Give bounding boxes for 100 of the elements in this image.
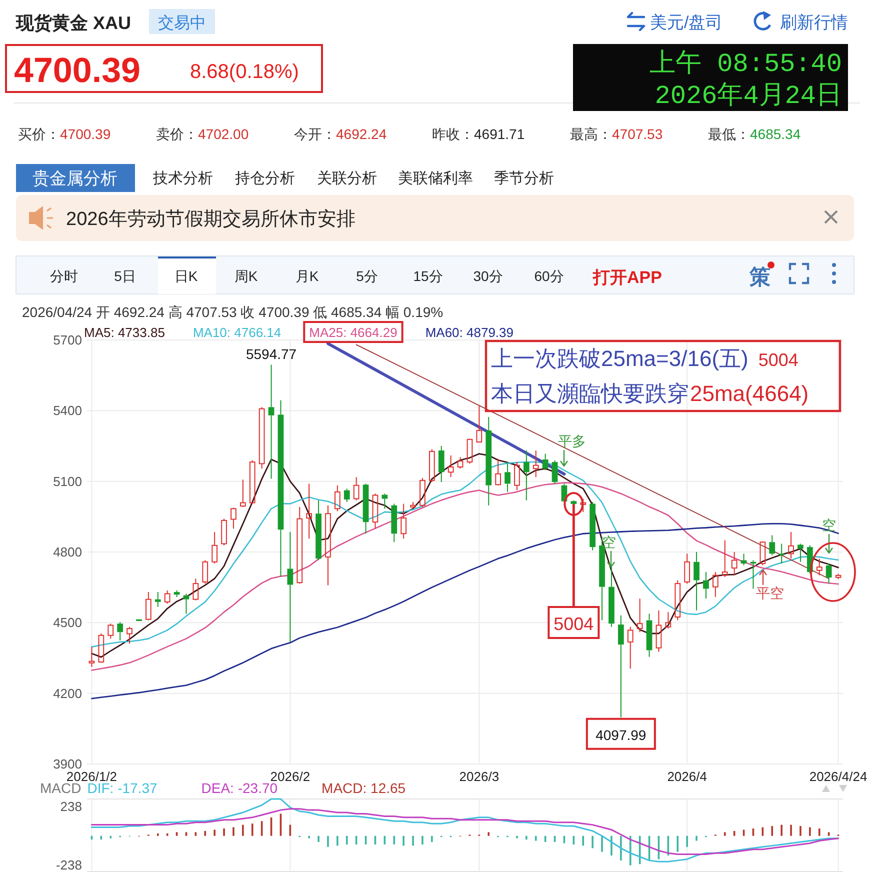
chart-subtitle: 2026/04/24 开 4692.24 高 4707.53 收 4700.39 低 4685.34 幅 0.19% xyxy=(22,304,444,320)
candlestick xyxy=(126,626,132,644)
candlestick xyxy=(703,572,709,600)
x-tick-label: 2026/3 xyxy=(459,769,500,784)
candlestick xyxy=(580,498,586,512)
candlestick xyxy=(769,534,776,556)
annotation: 上一次跌破25ma=3/16(五) xyxy=(491,346,748,371)
annotation: 5594.77 xyxy=(246,346,297,362)
y-tick-label: 4500 xyxy=(53,615,82,630)
y-tick-label: 5400 xyxy=(53,403,82,418)
candlestick xyxy=(183,593,190,614)
candlestick xyxy=(514,462,520,491)
candlestick xyxy=(665,612,672,630)
candlestick xyxy=(287,531,294,642)
text: 季节分析 xyxy=(494,170,554,187)
text: 今开：4692.24 xyxy=(294,126,387,142)
candlestick xyxy=(145,592,152,621)
candlestick xyxy=(722,540,728,578)
text: 周K xyxy=(234,268,258,284)
text: 贵金属分析 xyxy=(32,169,118,188)
candlestick xyxy=(486,416,492,506)
y-tick-label: 4800 xyxy=(53,544,82,560)
text: 打开APP xyxy=(592,268,662,287)
text: 昨收：4691.71 xyxy=(432,126,525,142)
candlestick xyxy=(448,454,454,478)
candlestick xyxy=(362,483,369,534)
text: 卖价：4702.00 xyxy=(156,126,249,142)
annotation: 平多 xyxy=(558,433,586,449)
line-series xyxy=(91,482,839,671)
y-tick-label: 238 xyxy=(60,799,82,814)
annotation: 本日又瀕臨快要跌穿 xyxy=(491,381,689,406)
text: MA5: 4733.85 xyxy=(84,325,165,340)
candlestick xyxy=(627,626,634,670)
candlestick xyxy=(570,501,577,506)
text: 2026年4月24日 xyxy=(654,81,842,111)
candlestick xyxy=(316,500,322,561)
candlestick xyxy=(495,458,502,486)
candlestick xyxy=(174,590,180,598)
candlestick xyxy=(816,558,822,576)
text: MA10: 4766.14 xyxy=(192,325,282,340)
text: 4700.39 xyxy=(14,51,141,90)
text: 30分 xyxy=(473,268,503,284)
text: 刷新行情 xyxy=(780,13,848,32)
text: 持仓分析 xyxy=(235,170,295,187)
annotation: 4097.99 xyxy=(596,726,646,743)
text: 美联储利率 xyxy=(398,170,473,187)
candlestick xyxy=(88,646,95,668)
text: MA25: 4664.29 xyxy=(309,325,398,340)
text: MA60: 4879.39 xyxy=(425,325,514,340)
candlestick xyxy=(684,553,690,584)
candlestick xyxy=(296,506,303,584)
text: 日K xyxy=(174,268,198,284)
candlestick xyxy=(712,572,718,598)
annotation: 空 xyxy=(822,517,836,533)
candlestick xyxy=(798,543,804,562)
line-series xyxy=(90,798,840,862)
candlestick xyxy=(532,450,539,478)
candlestick xyxy=(278,400,284,578)
annotation: 25ma(4664) xyxy=(690,381,809,406)
candlestick xyxy=(731,552,738,576)
candlestick xyxy=(740,553,747,566)
candlestick xyxy=(391,503,398,543)
candlestick xyxy=(552,460,558,484)
y-tick-label: 5700 xyxy=(53,332,82,348)
candlestick xyxy=(476,404,482,442)
candlestick xyxy=(438,446,444,483)
text: 策 xyxy=(748,266,770,289)
text: 月K xyxy=(295,268,320,284)
candlestick xyxy=(636,598,643,633)
text: 分时 xyxy=(50,268,78,284)
candlestick xyxy=(694,552,700,611)
text: 最高：4707.53 xyxy=(570,126,663,142)
candlestick xyxy=(542,453,548,471)
y-tick-label: 5100 xyxy=(53,474,82,489)
candlestick xyxy=(268,364,274,480)
candlestick xyxy=(646,613,652,658)
candlestick xyxy=(353,476,360,501)
candlestick xyxy=(258,406,265,470)
text: 2026年劳动节假期交易所休市安排 xyxy=(66,208,356,230)
text: 关联分析 xyxy=(317,170,377,187)
candlestick xyxy=(382,493,388,510)
candlestick xyxy=(325,504,331,586)
x-tick-label: 2026/4 xyxy=(667,769,707,784)
y-tick-label: 4200 xyxy=(53,686,82,701)
text: 现货黄金 XAU xyxy=(15,13,132,33)
text: 美元/盘司 xyxy=(650,13,723,32)
annotation: 5004 xyxy=(758,350,798,370)
text: 上午 08:55:40 xyxy=(650,49,842,79)
candlestick xyxy=(400,503,407,540)
text: 技术分析 xyxy=(152,170,213,187)
text: 买价：4700.39 xyxy=(18,126,111,142)
candlestick xyxy=(334,484,340,512)
candlestick xyxy=(590,502,596,551)
candlestick xyxy=(826,563,832,584)
candlestick xyxy=(778,543,785,564)
candlestick xyxy=(344,488,350,503)
candlestick xyxy=(154,592,161,608)
text: 5日 xyxy=(114,268,136,284)
text: 交易中 xyxy=(158,14,206,32)
text: 15分 xyxy=(413,268,443,284)
